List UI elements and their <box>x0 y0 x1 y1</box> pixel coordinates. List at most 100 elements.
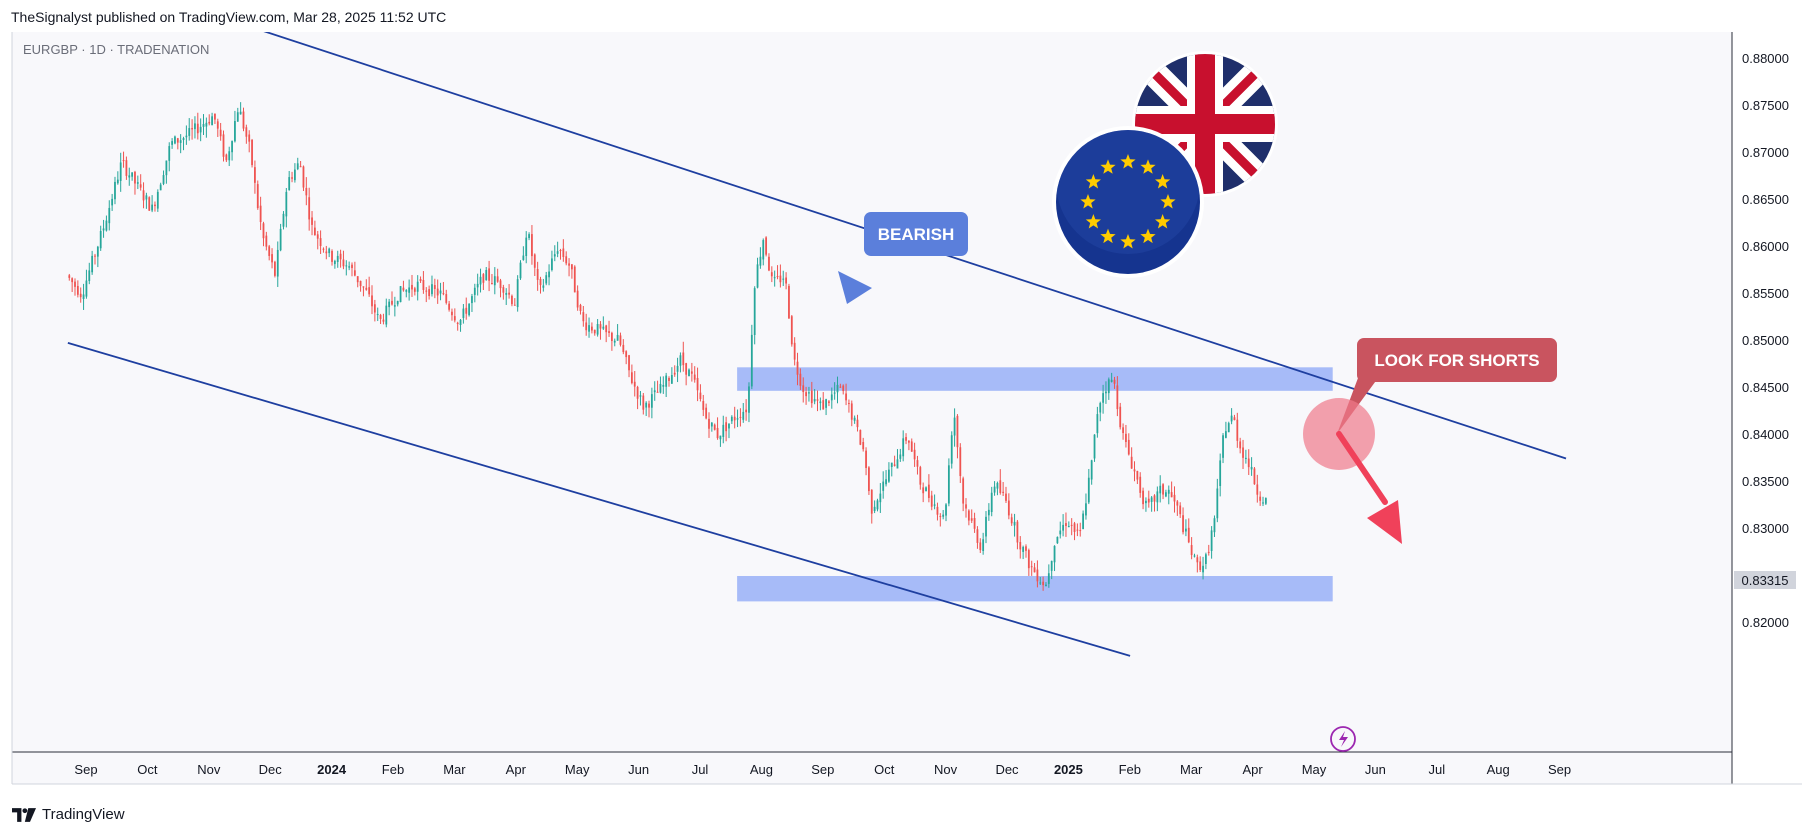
last-price-tag-bg <box>1734 571 1796 589</box>
candle <box>985 511 987 544</box>
candle <box>765 236 768 257</box>
candle <box>1096 406 1099 438</box>
candle <box>728 423 730 439</box>
chart-area[interactable]: 0.88000 0.87500 0.87000 0.86500 0.86000 0.855… <box>0 0 1815 804</box>
candle <box>1227 421 1230 433</box>
candle <box>899 448 902 462</box>
candle <box>576 285 579 311</box>
candle <box>996 481 999 496</box>
candle <box>305 177 308 206</box>
candle <box>990 486 993 517</box>
candle <box>174 135 176 145</box>
time-tick-label: Apr <box>506 762 527 777</box>
candle <box>439 282 442 301</box>
candle <box>276 241 279 287</box>
candle <box>959 443 962 483</box>
time-tick-label: Jun <box>628 762 649 777</box>
candle <box>156 189 159 212</box>
price-axis-band <box>1732 32 1802 784</box>
candle <box>1016 519 1019 550</box>
candle <box>1187 518 1190 544</box>
candle <box>259 196 262 231</box>
candle <box>759 247 762 269</box>
candle <box>628 354 630 378</box>
channel-line-upper[interactable] <box>68 0 1567 460</box>
candle <box>736 409 739 428</box>
candle <box>1173 486 1176 513</box>
candle <box>1156 486 1159 512</box>
price-tick-label: 0.87500 <box>1742 98 1789 113</box>
candle <box>987 503 990 521</box>
candle <box>1256 474 1259 503</box>
candle <box>311 211 313 236</box>
candle <box>653 381 656 401</box>
channel-line-lower[interactable] <box>67 342 1131 657</box>
price-tick-label: 0.84500 <box>1742 380 1789 395</box>
candle <box>485 267 488 281</box>
footer[interactable]: TradingView <box>12 806 125 823</box>
candle <box>696 367 699 402</box>
candle <box>116 171 119 185</box>
candle <box>302 165 305 192</box>
candle <box>345 260 348 276</box>
price-chart[interactable]: 0.88000 0.87500 0.87000 0.86500 0.86000 0.855… <box>0 0 1815 804</box>
candle <box>1236 412 1239 448</box>
candle <box>910 438 913 452</box>
candle <box>642 393 645 415</box>
candle <box>790 315 793 347</box>
candle <box>656 380 659 393</box>
candle <box>848 399 850 413</box>
candle <box>808 386 810 402</box>
candle <box>322 247 325 253</box>
price-tick-label: 0.88000 <box>1742 51 1789 66</box>
candle <box>356 276 359 288</box>
candle <box>1139 472 1142 498</box>
candle <box>108 200 111 231</box>
candle <box>1253 467 1256 485</box>
candle <box>513 298 516 306</box>
candle <box>388 298 391 316</box>
candle <box>639 391 642 406</box>
candle <box>1007 493 1010 520</box>
candle <box>456 321 459 331</box>
candle <box>850 400 853 427</box>
eu-star-icon <box>1080 194 1096 209</box>
candle <box>762 238 765 266</box>
bearish-callout[interactable]: BEARISH <box>838 212 968 304</box>
candle <box>451 308 453 321</box>
candle <box>619 332 622 347</box>
price-tick-label: 0.85000 <box>1742 333 1789 348</box>
footer-brand: TradingView <box>42 806 125 823</box>
candle <box>1099 401 1102 422</box>
price-tick-label: 0.87000 <box>1742 145 1789 160</box>
candle <box>833 382 836 400</box>
candle <box>511 294 513 307</box>
symbol-legend[interactable]: EURGBP · 1D · TRADENATION <box>23 42 209 57</box>
candle <box>591 322 593 334</box>
candle <box>465 297 468 320</box>
candle <box>542 278 545 292</box>
candle <box>768 253 770 272</box>
candle <box>105 215 108 232</box>
candle <box>528 232 530 241</box>
candle <box>102 219 105 238</box>
candle <box>776 265 779 280</box>
candle <box>316 230 319 250</box>
candle <box>373 299 376 322</box>
candle <box>79 287 82 303</box>
candle <box>1264 497 1267 506</box>
lightning-icon[interactable] <box>1330 726 1356 752</box>
candle <box>234 110 236 143</box>
time-axis[interactable]: Sep Oct Nov Dec 2024 Feb Mar Apr May Jun Jul Aug Sep… <box>74 762 1571 777</box>
candle <box>539 276 542 294</box>
candle <box>1030 560 1033 576</box>
candle <box>1013 513 1016 537</box>
candle <box>1133 461 1136 482</box>
eu-star-icon <box>1155 174 1171 189</box>
candle <box>191 119 193 140</box>
candle <box>1165 489 1167 498</box>
candle <box>353 261 356 277</box>
candle <box>99 225 102 251</box>
candle <box>348 261 351 271</box>
price-tick-label: 0.86000 <box>1742 239 1789 254</box>
